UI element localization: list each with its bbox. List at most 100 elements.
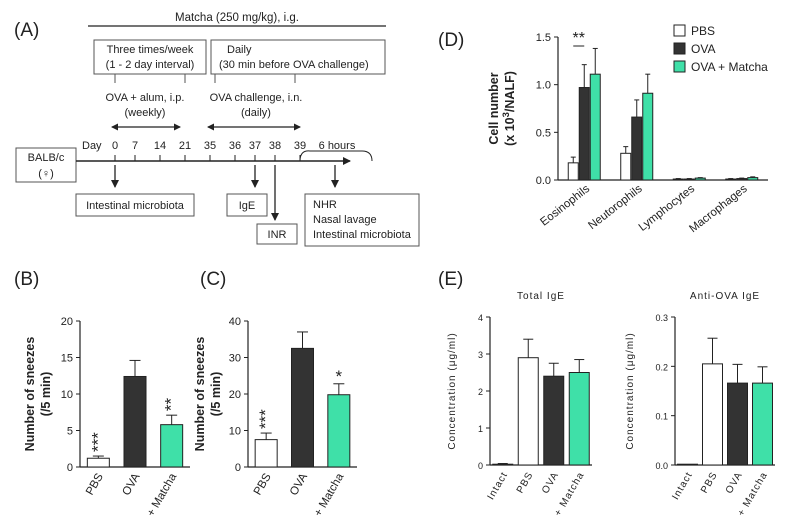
schedule-daily-line1: Daily bbox=[227, 44, 252, 56]
y-tick-label: 0.3 bbox=[655, 313, 668, 323]
y-tick-label: 0 bbox=[67, 462, 73, 474]
legend-swatch bbox=[673, 24, 686, 37]
outcome-nasal-lavage: Nasal lavage bbox=[313, 214, 377, 226]
y-axis-label: Concentration (μg/ml) bbox=[625, 332, 636, 449]
bar bbox=[578, 87, 590, 181]
bar bbox=[254, 439, 278, 468]
y-tick-label: 30 bbox=[229, 353, 241, 365]
y-tick-label: 0.0 bbox=[655, 461, 668, 471]
y-tick-label: 0.5 bbox=[536, 127, 551, 139]
y-tick-label: 20 bbox=[229, 389, 241, 401]
y-axis-label: (/5 min) bbox=[209, 372, 223, 416]
x-tick-label: PBS bbox=[252, 471, 274, 497]
panel-a: (A) Matcha (250 mg/kg), i.g. Three times… bbox=[14, 12, 420, 247]
x-tick-label: Eosinophils bbox=[538, 183, 592, 229]
six-hours-label: 6 hours bbox=[319, 140, 356, 152]
y-axis-unit-exponent: 3 bbox=[501, 112, 512, 117]
bar bbox=[589, 73, 601, 181]
x-tick-label: PBS bbox=[515, 470, 536, 495]
panel-label-E1: (E) bbox=[438, 269, 463, 290]
significance-mark: *** bbox=[88, 432, 107, 452]
bar bbox=[543, 375, 565, 466]
y-tick-label: 4 bbox=[478, 313, 483, 323]
significance-mark: *** bbox=[256, 409, 275, 429]
schedule-box-weekly bbox=[93, 39, 207, 75]
significance-mark: ** bbox=[162, 398, 181, 412]
legend-swatch bbox=[673, 60, 686, 73]
bar bbox=[568, 372, 590, 466]
bar bbox=[683, 178, 695, 181]
mouse-box bbox=[15, 147, 77, 183]
x-tick-label: Intact bbox=[670, 470, 695, 502]
day-tick-label: 38 bbox=[269, 140, 281, 152]
y-axis-label: Number of sneezes bbox=[193, 337, 207, 452]
panel-a-label: (A) bbox=[14, 20, 39, 41]
y-tick-label: 5 bbox=[67, 426, 73, 438]
y-tick-label: 10 bbox=[61, 389, 73, 401]
outcome-nhr: NHR bbox=[313, 199, 337, 211]
outcome-microbiota: Intestinal microbiota bbox=[86, 200, 185, 212]
y-tick-label: 10 bbox=[229, 426, 241, 438]
panel-label-B: (B) bbox=[14, 269, 39, 290]
bar bbox=[702, 363, 723, 466]
bar bbox=[694, 177, 706, 181]
legend-label: OVA + Matcha bbox=[691, 60, 768, 74]
y-tick-label: 3 bbox=[478, 350, 483, 360]
bar bbox=[736, 178, 748, 181]
x-tick-label: OVA bbox=[120, 471, 142, 498]
legend-label: PBS bbox=[691, 24, 715, 38]
legend-swatch bbox=[673, 42, 686, 55]
day-ticks: 0 7 14 21 35 36 37 38 39 bbox=[112, 140, 306, 161]
outcome-box-inr bbox=[256, 223, 298, 245]
bar bbox=[291, 347, 314, 468]
y-tick-label: 0.0 bbox=[536, 175, 551, 187]
y-axis-label: Cell number bbox=[487, 72, 501, 144]
schedule-weekly-line1: Three times/week bbox=[107, 44, 194, 56]
bar bbox=[492, 463, 514, 466]
bar bbox=[747, 177, 759, 181]
y-axis-label: Number of sneezes bbox=[23, 337, 37, 452]
y-tick-label: 2 bbox=[478, 387, 483, 397]
bar bbox=[86, 457, 110, 468]
challenge-sub: (daily) bbox=[241, 107, 271, 119]
sensitization-label: OVA + alum, i.p. bbox=[106, 92, 185, 104]
y-axis-unit-base: (x 10 bbox=[503, 117, 517, 146]
bar bbox=[672, 178, 684, 181]
mouse-strain: BALB/c bbox=[28, 152, 65, 164]
y-tick-label: 0.1 bbox=[655, 412, 668, 422]
day-tick-label: 21 bbox=[179, 140, 191, 152]
schedule-weekly-line2: (1 - 2 day interval) bbox=[106, 59, 195, 71]
outcome-inr: INR bbox=[268, 229, 287, 241]
y-axis-label-units: (x 103/NALF) bbox=[501, 71, 517, 146]
outcome-final-microbiota: Intestinal microbiota bbox=[313, 229, 412, 241]
bar bbox=[517, 357, 539, 466]
x-tick-label: Macrophages bbox=[687, 183, 749, 236]
day-tick-label: 39 bbox=[294, 140, 306, 152]
y-tick-label: 15 bbox=[61, 353, 73, 365]
outcome-box-final bbox=[304, 193, 420, 247]
chart-E1: (E) Total IgE 0 1 2 3 4 Concentration (μg/ml) In… bbox=[438, 269, 592, 518]
bar bbox=[752, 382, 773, 466]
y-tick-label: 0 bbox=[235, 462, 241, 474]
day-tick-label: 0 bbox=[112, 140, 118, 152]
x-tick-label: OVA bbox=[540, 470, 561, 496]
bar bbox=[677, 463, 698, 466]
y-axis-unit-rest: /NALF) bbox=[503, 71, 517, 112]
x-tick-label: OVA bbox=[288, 471, 310, 498]
mouse-sex: (♀) bbox=[38, 168, 54, 180]
y-tick-label: 20 bbox=[61, 316, 73, 328]
x-tick-label: OVA bbox=[724, 470, 745, 496]
outcome-box-microbiota bbox=[75, 193, 195, 217]
bar bbox=[327, 394, 351, 468]
legend-label: OVA bbox=[691, 42, 715, 56]
x-tick-label: + Matcha bbox=[312, 471, 347, 519]
bar bbox=[725, 178, 737, 181]
matcha-header: Matcha (250 mg/kg), i.g. bbox=[175, 12, 299, 24]
y-tick-label: 1.5 bbox=[536, 32, 551, 44]
sensitization-sub: (weekly) bbox=[125, 107, 166, 119]
y-tick-label: 0 bbox=[478, 461, 483, 471]
y-tick-label: 40 bbox=[229, 316, 241, 328]
bar bbox=[642, 92, 654, 181]
